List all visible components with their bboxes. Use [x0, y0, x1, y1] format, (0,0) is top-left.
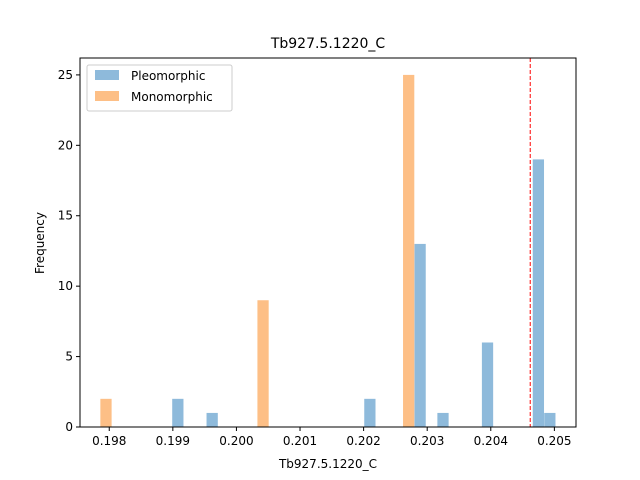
x-axis-ticks: 0.198 0.199 0.200 0.201 0.202 0.203 0.204 0.205	[92, 427, 572, 448]
legend-swatch-pleomorphic	[95, 70, 119, 80]
bar-pleomorphic-7	[544, 412, 556, 427]
x-tick-label: 0.202	[346, 434, 380, 448]
legend-frame	[86, 64, 233, 112]
bar-pleomorphic-2	[364, 398, 376, 427]
legend-swatch-monomorphic	[95, 91, 119, 101]
bar-monomorphic-0	[100, 398, 112, 427]
y-axis-label: Frequency	[33, 212, 47, 274]
bar-monomorphic-1	[257, 300, 269, 427]
x-tick-label: 0.205	[537, 434, 571, 448]
plot-frame	[79, 57, 577, 428]
y-tick-label: 10	[58, 279, 73, 293]
y-tick-label: 20	[58, 138, 73, 152]
bar-pleomorphic-3	[414, 243, 426, 427]
x-tick-label: 0.201	[283, 434, 317, 448]
y-tick-label: 5	[65, 350, 73, 364]
bar-pleomorphic-0	[172, 398, 184, 427]
y-axis-ticks: 0 5 10 15 20 25	[58, 68, 80, 434]
bar-pleomorphic-6	[532, 159, 545, 427]
legend-label-pleomorphic: Pleomorphic	[131, 69, 205, 83]
x-tick-label: 0.200	[219, 434, 253, 448]
x-tick-label: 0.203	[410, 434, 444, 448]
x-axis-label: Tb927.5.1220_C	[278, 457, 377, 471]
legend: Pleomorphic Monomorphic	[86, 64, 233, 112]
x-tick-label: 0.198	[92, 434, 126, 448]
bar-pleomorphic-4	[437, 412, 449, 427]
x-tick-label: 0.199	[156, 434, 190, 448]
x-tick-label: 0.204	[474, 434, 508, 448]
bars-group	[100, 74, 556, 428]
y-tick-label: 15	[58, 209, 73, 223]
bar-monomorphic-2	[403, 74, 415, 428]
bar-pleomorphic-1	[206, 412, 218, 427]
bar-pleomorphic-5	[481, 342, 494, 427]
y-tick-label: 0	[65, 420, 73, 434]
y-tick-label: 25	[58, 68, 73, 82]
chart-title: Tb927.5.1220_C	[270, 36, 386, 52]
legend-label-monomorphic: Monomorphic	[131, 90, 213, 104]
